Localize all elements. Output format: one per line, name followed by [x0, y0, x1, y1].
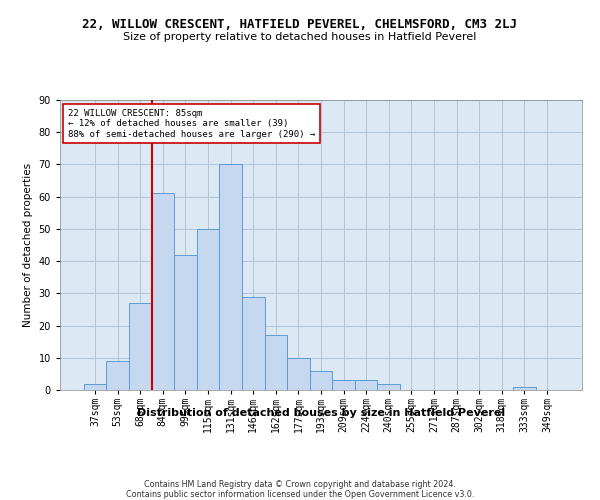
Text: 22, WILLOW CRESCENT, HATFIELD PEVEREL, CHELMSFORD, CM3 2LJ: 22, WILLOW CRESCENT, HATFIELD PEVEREL, C…: [83, 18, 517, 30]
Text: Size of property relative to detached houses in Hatfield Peverel: Size of property relative to detached ho…: [124, 32, 476, 42]
Bar: [513, 387, 536, 390]
Text: Distribution of detached houses by size in Hatfield Peverel: Distribution of detached houses by size …: [137, 408, 505, 418]
Bar: [84, 384, 106, 390]
Bar: [310, 370, 332, 390]
Bar: [287, 358, 310, 390]
Bar: [197, 229, 220, 390]
Y-axis label: Number of detached properties: Number of detached properties: [23, 163, 33, 327]
Bar: [152, 194, 174, 390]
Bar: [242, 296, 265, 390]
Bar: [265, 335, 287, 390]
Bar: [355, 380, 377, 390]
Bar: [377, 384, 400, 390]
Bar: [220, 164, 242, 390]
Bar: [129, 303, 152, 390]
Bar: [332, 380, 355, 390]
Bar: [106, 361, 129, 390]
Text: 22 WILLOW CRESCENT: 85sqm
← 12% of detached houses are smaller (39)
88% of semi-: 22 WILLOW CRESCENT: 85sqm ← 12% of detac…: [68, 108, 315, 138]
Text: Contains HM Land Registry data © Crown copyright and database right 2024.
Contai: Contains HM Land Registry data © Crown c…: [126, 480, 474, 500]
Bar: [174, 254, 197, 390]
